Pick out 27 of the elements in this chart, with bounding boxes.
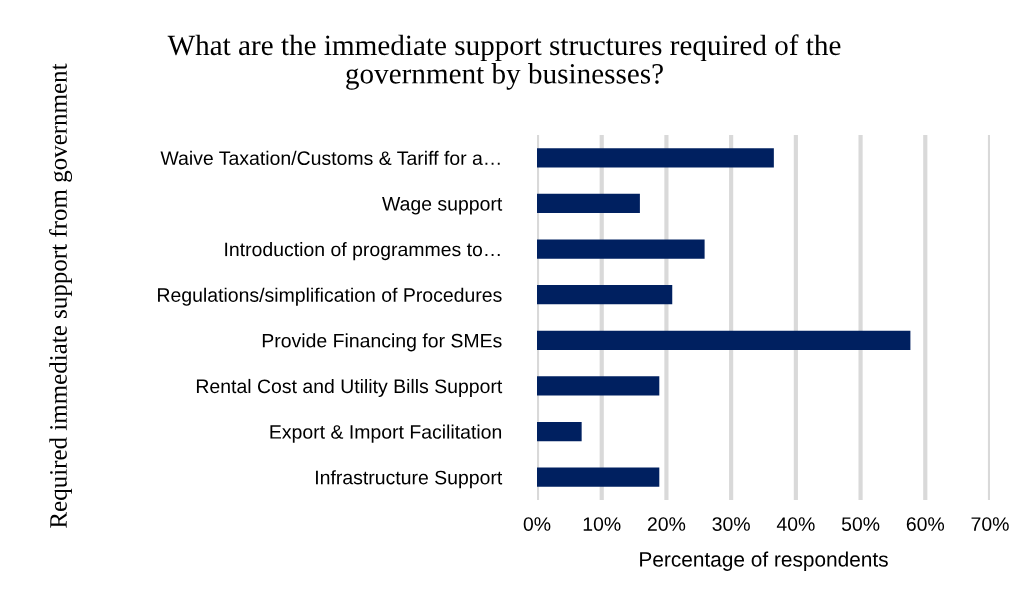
- y-tick-label: Provide Financing for SMEs: [262, 333, 502, 352]
- y-tick-label: Waive Taxation/Customs & Tariff for a…: [160, 150, 500, 166]
- x-tick-label: 40%: [776, 517, 815, 531]
- y-tick-label: Rental Cost and Utility Bills Support: [196, 378, 503, 398]
- bar: [537, 285, 673, 305]
- x-tick-label: 10%: [583, 517, 621, 531]
- x-axis-title: Percentage of respondents: [640, 551, 888, 571]
- y-tick-label: Infrastructure Support: [316, 470, 503, 489]
- y-tick-label: Introduction of programmes to…: [225, 242, 500, 261]
- x-tick-label: 70%: [971, 517, 1009, 531]
- y-axis-title: Required immediate support from government: [49, 63, 73, 528]
- bar: [537, 148, 774, 168]
- y-tick-label: Wage support: [382, 197, 503, 215]
- bar: [537, 376, 660, 396]
- bar: [537, 239, 705, 259]
- x-tick-label: 0%: [523, 517, 551, 531]
- x-tick-label: 20%: [647, 517, 686, 531]
- y-tick-label: Export & Import Facilitation: [270, 424, 502, 443]
- x-tick-label: 50%: [841, 517, 880, 531]
- bar: [537, 193, 640, 214]
- chart-title: What are the immediate support structures required of the government by businesses?: [167, 34, 841, 90]
- bar: [537, 467, 660, 487]
- y-tick-label: Regulations/simplification of Procedures: [158, 287, 502, 306]
- bar: [537, 421, 582, 442]
- x-tick-label: 60%: [906, 517, 945, 531]
- x-tick-label: 30%: [712, 517, 750, 531]
- bar: [537, 330, 911, 350]
